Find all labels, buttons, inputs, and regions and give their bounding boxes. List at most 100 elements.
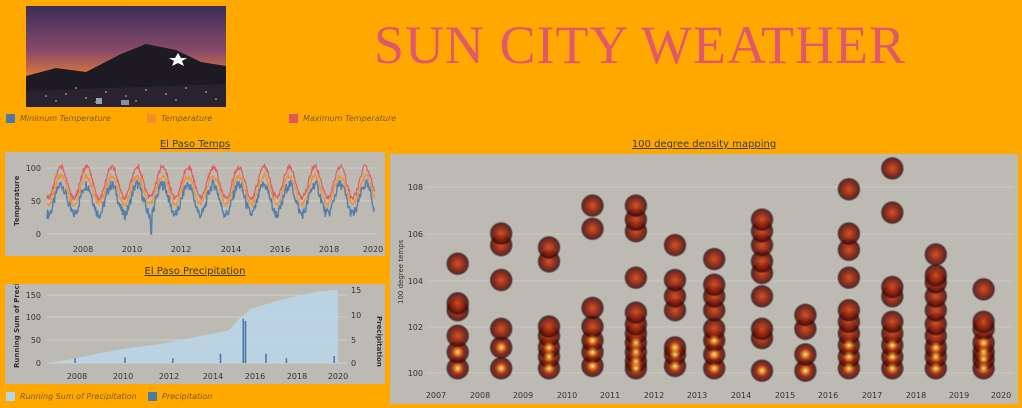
density-point[interactable] [923, 242, 948, 267]
precip-x-tick: 2010 [113, 372, 133, 381]
density-hotspot [586, 334, 599, 347]
density-hotspot [886, 350, 899, 363]
density-point[interactable] [836, 298, 861, 323]
density-point[interactable] [663, 268, 687, 292]
precip-running-sum-area[interactable] [47, 289, 338, 363]
precip-bar[interactable] [265, 353, 267, 363]
el-paso-star-photo [26, 6, 226, 107]
legend-maximum-temperature[interactable]: Maximum Temperature [289, 114, 396, 123]
legend-temperature[interactable]: Temperature [147, 114, 212, 123]
density-point[interactable] [623, 265, 648, 290]
density-hotspot [708, 362, 721, 375]
density-point[interactable] [702, 316, 727, 341]
density-point[interactable] [445, 291, 470, 316]
precip-bar[interactable] [124, 357, 126, 363]
density-y-tick: 106 [408, 230, 423, 239]
density-point[interactable] [537, 314, 561, 339]
precip-bar[interactable] [285, 358, 288, 363]
density-hotspot [495, 341, 508, 354]
temps-series-maximum-temperature[interactable] [46, 162, 376, 202]
legend-precipitation[interactable]: Precipitation [148, 392, 212, 401]
precip-bar[interactable] [172, 358, 174, 363]
density-point[interactable] [750, 284, 774, 309]
density-hotspot [629, 355, 642, 368]
density-point[interactable] [836, 221, 861, 246]
density-point[interactable] [702, 247, 727, 272]
temps-y-axis-label: Temperature [13, 175, 21, 226]
density-point[interactable] [663, 233, 687, 258]
density-hotspot [708, 334, 721, 347]
precip-x-tick: 2020 [328, 372, 348, 381]
precip-bar[interactable] [244, 321, 247, 363]
precip-bar[interactable] [74, 358, 76, 363]
precip-x-tick: 2016 [245, 372, 265, 381]
density-point[interactable] [880, 275, 905, 299]
density-point[interactable] [445, 323, 470, 348]
precip-chart-title[interactable]: El Paso Precipitation [144, 266, 246, 277]
density-point[interactable] [923, 263, 948, 288]
density-point[interactable] [580, 314, 605, 339]
temps-chart[interactable]: Temperature 100 50 0 2008 2010 2012 2014… [5, 152, 385, 256]
density-point[interactable] [623, 300, 648, 325]
density-point[interactable] [489, 316, 514, 341]
density-hotspot [756, 364, 768, 377]
legend-running-sum-precipitation[interactable]: Running Sum of Precipitation [6, 392, 137, 401]
density-point[interactable] [580, 216, 605, 241]
density-hotspot [929, 350, 942, 363]
density-point[interactable] [580, 193, 605, 218]
density-point[interactable] [623, 193, 648, 218]
density-point[interactable] [489, 221, 514, 246]
density-chart[interactable]: 100 degree temps 108 106 104 102 100 200… [390, 154, 1018, 404]
density-point[interactable] [750, 207, 774, 232]
density-hotspot [977, 362, 990, 375]
legend-swatch [6, 392, 15, 401]
density-point[interactable] [880, 309, 905, 334]
precip-bar[interactable] [333, 356, 335, 363]
temps-series-minimum-temperature[interactable] [46, 178, 376, 235]
temps-series-temperature[interactable] [46, 171, 376, 209]
density-hotspot [451, 346, 464, 359]
density-point[interactable] [971, 277, 996, 302]
density-point[interactable] [836, 177, 861, 202]
density-x-tick: 2009 [513, 391, 533, 400]
precip-y-tick-left: 50 [31, 336, 41, 345]
density-point[interactable] [793, 302, 818, 327]
legend-label: Running Sum of Precipitation [20, 392, 137, 401]
density-point[interactable] [445, 251, 470, 276]
precip-y-axis-label-left: Running Sum of Precip.. [13, 284, 21, 368]
density-y-tick: 100 [408, 369, 423, 378]
density-point[interactable] [971, 309, 996, 334]
density-chart-title[interactable]: 100 degree density mapping [631, 139, 777, 150]
density-x-tick: 2013 [687, 391, 707, 400]
legend-swatch [289, 114, 298, 123]
density-hotspot [977, 346, 990, 359]
density-hotspot [799, 348, 812, 361]
density-point[interactable] [880, 200, 905, 225]
legend-minimum-temperature[interactable]: Minimum Temperature [6, 114, 111, 123]
legend-swatch [6, 114, 15, 123]
density-point[interactable] [489, 268, 514, 292]
density-x-tick: 2016 [818, 391, 838, 400]
density-x-tick: 2012 [644, 391, 664, 400]
density-point[interactable] [880, 156, 905, 181]
density-point[interactable] [750, 316, 774, 341]
precip-y-tick-right: 15 [351, 286, 361, 295]
density-hotspot [669, 360, 681, 372]
density-hotspot [586, 346, 599, 359]
temps-y-tick: 50 [31, 197, 41, 206]
density-x-tick: 2007 [426, 391, 446, 400]
density-hotspot [669, 341, 681, 354]
density-point[interactable] [702, 272, 727, 297]
density-hotspot [543, 362, 555, 375]
temps-chart-title[interactable]: El Paso Temps [159, 139, 231, 150]
precip-bar[interactable] [219, 353, 222, 363]
density-point[interactable] [537, 235, 561, 260]
temps-x-tick: 2014 [221, 245, 241, 254]
density-point[interactable] [580, 295, 605, 320]
density-point[interactable] [836, 265, 861, 290]
precip-bar[interactable] [242, 318, 245, 363]
precip-chart[interactable]: Running Sum of Precip.. Precipitation 15… [5, 273, 385, 384]
legend-swatch [147, 114, 156, 123]
density-hotspot [886, 339, 899, 352]
page-title: SUN CITY WEATHER [374, 15, 906, 75]
